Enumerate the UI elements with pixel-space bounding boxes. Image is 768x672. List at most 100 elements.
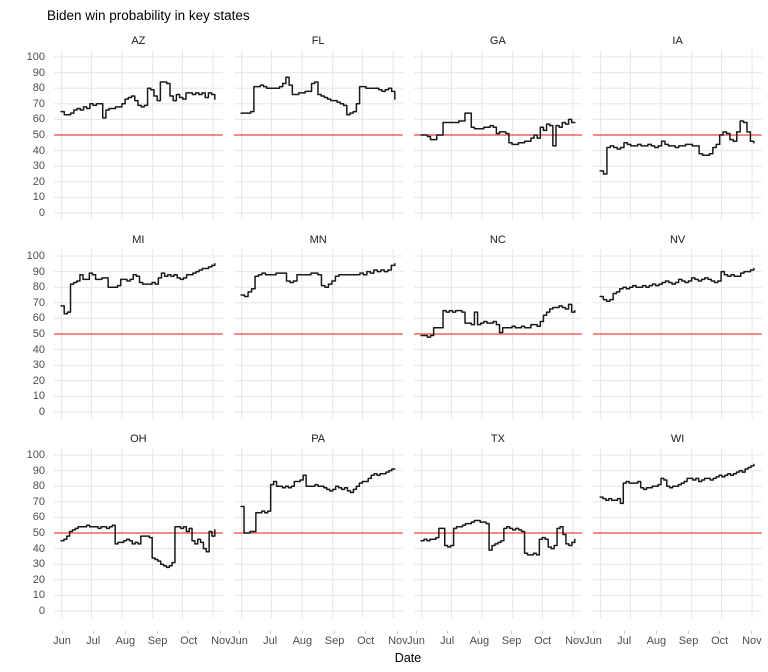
x-axis-cell: Jun Jul Aug Sep Oct Nov bbox=[53, 631, 231, 649]
x-tick-mark bbox=[301, 631, 303, 634]
x-axis-spacer bbox=[0, 631, 54, 649]
chart-title: Biden win probability in key states bbox=[47, 8, 250, 23]
trend-line-OH bbox=[61, 525, 215, 567]
panel-plot-AZ bbox=[54, 50, 223, 220]
facet-row: 100 90 80 70 60 50 40 30 20 10 0 MI MN NC NV bbox=[0, 233, 762, 419]
trend-line-NC bbox=[421, 304, 575, 337]
y-axis-label: 10 bbox=[32, 589, 45, 602]
x-tick-label: Jun bbox=[584, 635, 602, 647]
facet-panel-AZ: AZ bbox=[54, 34, 223, 220]
x-tick-mark bbox=[478, 631, 480, 634]
x-tick-mark bbox=[623, 631, 625, 634]
x-tick-mark bbox=[511, 631, 513, 634]
y-axis-label: 10 bbox=[32, 390, 45, 403]
y-axis-label: 100 bbox=[26, 250, 45, 262]
y-axis-label: 50 bbox=[32, 328, 45, 340]
y-axis-label: 20 bbox=[32, 573, 45, 586]
trend-line-MN bbox=[241, 264, 395, 297]
y-axis-label: 100 bbox=[26, 51, 45, 63]
x-tick-label: Aug bbox=[292, 635, 313, 647]
x-tick-mark bbox=[751, 631, 753, 634]
x-tick-label: Oct bbox=[180, 635, 198, 647]
x-axis-cell: Jun Jul Aug Sep Oct Nov bbox=[407, 631, 585, 649]
x-tick-label: Nov bbox=[742, 635, 762, 647]
facet-row: 100 90 80 70 60 50 40 30 20 10 0 AZ FL GA IA bbox=[0, 34, 762, 220]
x-tick-label: Nov bbox=[565, 635, 585, 647]
x-tick-label: Oct bbox=[534, 635, 552, 647]
x-tick-label: Jul bbox=[440, 635, 455, 647]
y-axis-label: 60 bbox=[32, 511, 45, 524]
x-tick-mark bbox=[238, 631, 240, 634]
y-axis-label: 0 bbox=[38, 605, 45, 617]
y-axis-label: 80 bbox=[32, 281, 45, 294]
y-axis-label: 90 bbox=[32, 265, 45, 278]
y-axis-label: 30 bbox=[32, 359, 45, 372]
y-axis-label: 80 bbox=[32, 82, 45, 95]
x-tick-mark bbox=[415, 631, 417, 634]
facet-panel-WI: WI bbox=[593, 432, 762, 618]
facet-panel-FL: FL bbox=[234, 34, 403, 220]
y-axis: 100 90 80 70 60 50 40 30 20 10 0 bbox=[0, 448, 54, 618]
x-tick-label: Jul bbox=[617, 635, 632, 647]
facet-title-GA: GA bbox=[489, 35, 506, 47]
panel-group: OH PA TX WI bbox=[54, 432, 762, 618]
x-tick-label: Sep bbox=[501, 635, 522, 647]
x-tick-mark bbox=[269, 631, 271, 634]
facet-title-IA: IA bbox=[672, 35, 683, 47]
panel-plot-NV bbox=[593, 249, 762, 419]
y-axis-label: 40 bbox=[32, 343, 45, 356]
x-tick-label: Oct bbox=[357, 635, 375, 647]
x-axis-title: Date bbox=[394, 651, 422, 665]
y-axis-label: 70 bbox=[32, 296, 45, 309]
panel-plot-OH bbox=[54, 448, 223, 618]
facet-row: 100 90 80 70 60 50 40 30 20 10 0 OH PA TX WI bbox=[0, 432, 762, 618]
y-axis-label: 0 bbox=[38, 406, 45, 418]
x-tick-label: Sep bbox=[147, 635, 168, 647]
y-axis-label: 40 bbox=[32, 542, 45, 555]
x-tick-mark bbox=[688, 631, 690, 634]
x-tick-label: Aug bbox=[469, 635, 490, 647]
y-axis-label: 80 bbox=[32, 480, 45, 493]
x-tick-mark bbox=[655, 631, 657, 634]
x-tick-label: Sep bbox=[324, 635, 345, 647]
trend-line-AZ bbox=[61, 82, 215, 118]
facet-title-MN: MN bbox=[309, 234, 327, 246]
x-tick-label: Jul bbox=[263, 635, 278, 647]
panel-group: AZ FL GA IA bbox=[54, 34, 762, 220]
y-axis-label: 100 bbox=[26, 449, 45, 461]
x-tick-label: Nov bbox=[388, 635, 408, 647]
x-tick-label: Aug bbox=[646, 635, 667, 647]
x-tick-label: Nov bbox=[211, 635, 231, 647]
x-tick-mark bbox=[397, 631, 399, 634]
panel-plot-PA bbox=[234, 448, 403, 618]
facet-title-OH: OH bbox=[130, 433, 147, 445]
x-tick-mark bbox=[92, 631, 94, 634]
x-tick-mark bbox=[188, 631, 190, 634]
x-tick-label: Aug bbox=[115, 635, 136, 647]
trend-line-PA bbox=[241, 469, 395, 533]
trend-line-FL bbox=[241, 77, 395, 114]
x-tick-mark bbox=[365, 631, 367, 634]
facet-panel-NV: NV bbox=[593, 233, 762, 419]
y-axis-label: 30 bbox=[32, 160, 45, 173]
facet-title-FL: FL bbox=[311, 35, 325, 47]
panel-group: MI MN NC NV bbox=[54, 233, 762, 419]
y-axis-label: 0 bbox=[38, 207, 45, 219]
y-axis-label: 20 bbox=[32, 175, 45, 188]
x-axis-cell: Jun Jul Aug Sep Oct Nov bbox=[584, 631, 762, 649]
trend-line-WI bbox=[600, 464, 754, 503]
x-tick-label: Jun bbox=[407, 635, 425, 647]
y-axis-label: 50 bbox=[32, 129, 45, 141]
panel-plot-TX bbox=[414, 448, 583, 618]
x-tick-mark bbox=[446, 631, 448, 634]
facet-panel-TX: TX bbox=[414, 432, 583, 618]
trend-line-GA bbox=[421, 113, 575, 146]
panel-plot-GA bbox=[414, 50, 583, 220]
x-tick-mark bbox=[542, 631, 544, 634]
panel-plot-WI bbox=[593, 448, 762, 618]
x-axis: Jun Jul Aug Sep Oct Nov Jun Jul Aug Sep Oct Nov Jun J… bbox=[0, 631, 762, 649]
panel-plot-MN bbox=[234, 249, 403, 419]
facet-panel-GA: GA bbox=[414, 34, 583, 220]
facet-title-TX: TX bbox=[490, 433, 505, 445]
